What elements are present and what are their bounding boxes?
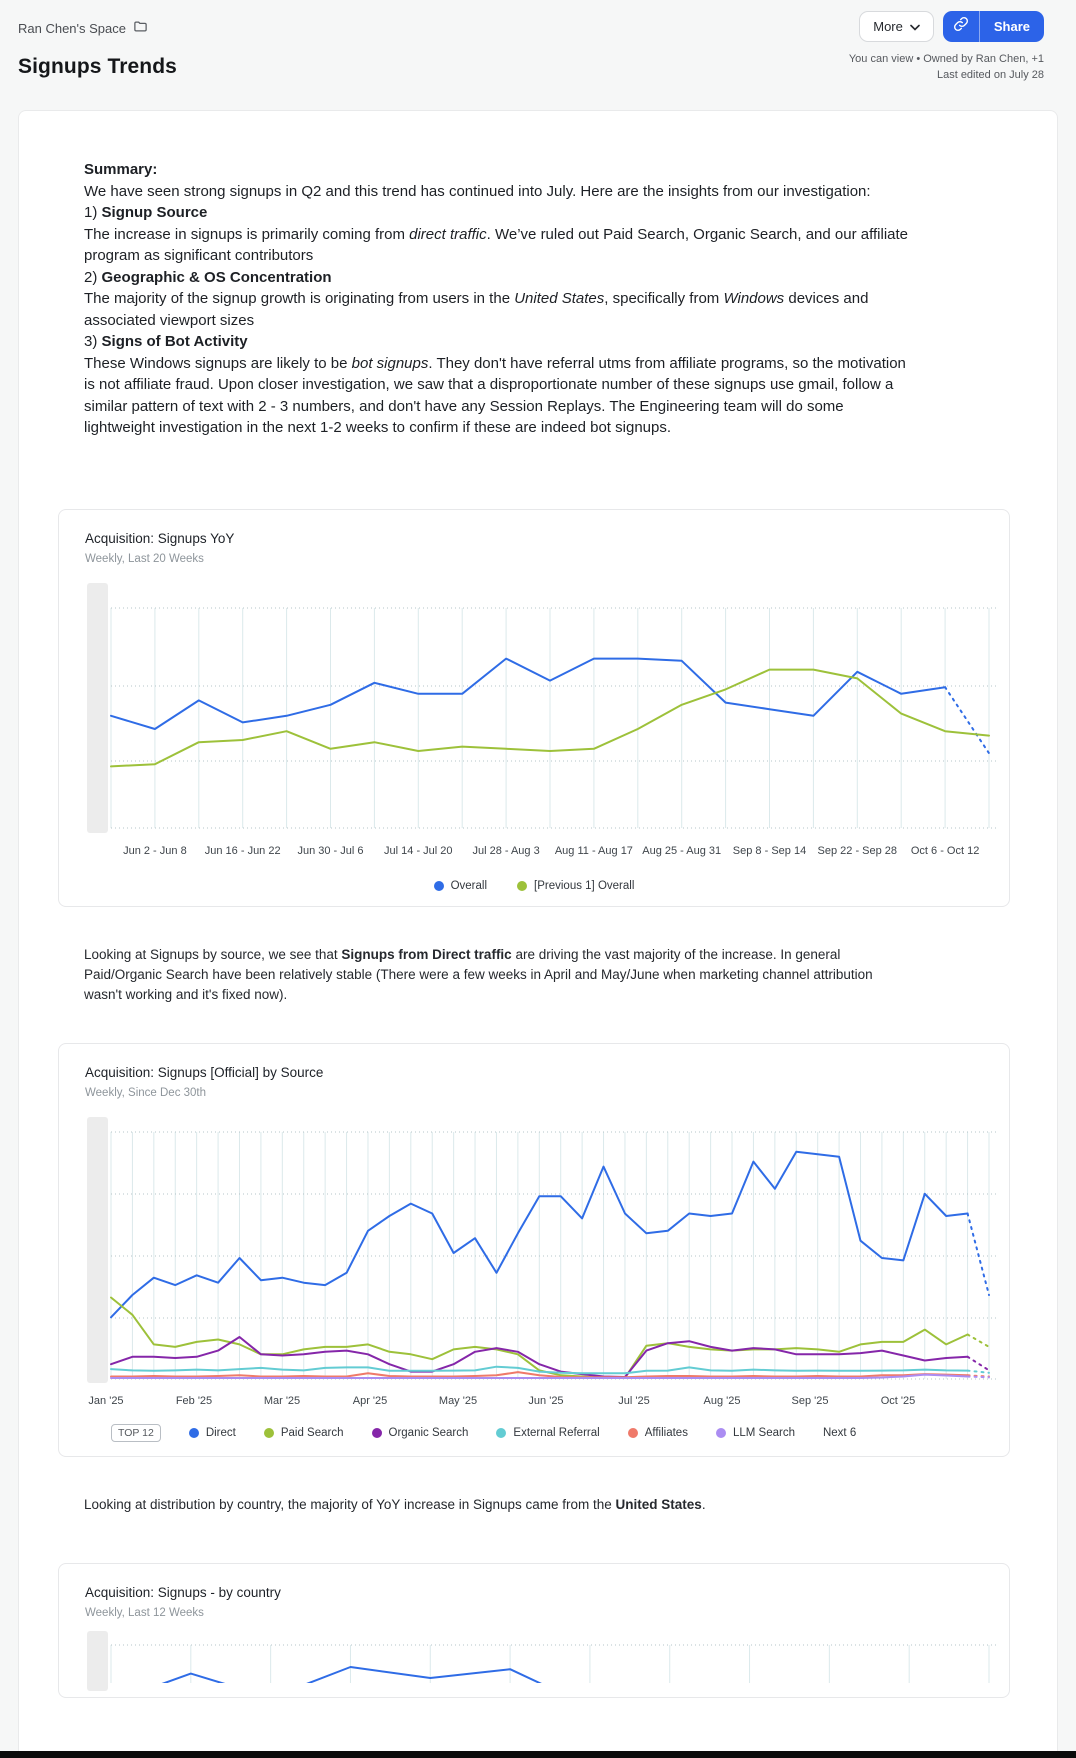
chart-title: Acquisition: Signups [Official] by Sourc… [85,1064,324,1080]
legend-dot-icon [715,1427,726,1438]
x-axis-label: Oct 6 - Oct 12 [910,844,980,857]
breadcrumb[interactable]: Ran Chen's Space [18,19,148,37]
button-divider [978,11,980,42]
x-axis-label: Aug '25 [703,1394,741,1407]
signups-by-country-plot[interactable] [59,1630,1009,1691]
x-axis-label: Mar '25 [263,1394,301,1407]
more-button[interactable]: More [859,11,934,42]
chart-subtitle: Weekly, Since Dec 30th [85,1086,207,1099]
legend-item[interactable]: Direct [188,1426,236,1439]
x-axis-labels: Jan '25 Feb '25 Mar '25 Apr '25 May '25 Jun '… [59,1394,999,1410]
legend-item[interactable]: LLM Search [715,1426,795,1439]
share-button-label: Share [993,19,1030,34]
x-axis-label: Jun '25 [528,1394,564,1407]
legend-dot-icon [188,1427,199,1438]
chart-title: Acquisition: Signups - by country [85,1584,281,1600]
summary-text: Summary: We have seen strong signups in Q… [84,159,914,439]
legend-item[interactable]: Organic Search [371,1426,469,1439]
x-axis-label: Oct '25 [880,1394,916,1407]
legend-label: Direct [205,1426,236,1439]
y-axis-skeleton [87,1630,108,1691]
legend-label: Organic Search [388,1426,469,1439]
x-axis-label: Aug 11 - Aug 17 [554,844,633,857]
folder-icon [133,19,148,37]
space-name[interactable]: Ran Chen's Space [18,20,126,36]
x-axis-label: Sep 8 - Sep 14 [732,844,807,857]
chart-card-signups-yoy: Acquisition: Signups YoY Weekly, Last 20… [58,508,1010,907]
link-icon [953,16,969,37]
x-axis-label: Aug 25 - Aug 31 [642,844,722,857]
screen-bottom-edge [0,1751,1076,1758]
legend-dot-icon [263,1427,274,1438]
signups-yoy-plot[interactable] [59,582,1009,835]
chart-subtitle: Weekly, Last 20 Weeks [85,552,204,565]
legend-item[interactable]: [Previous 1] Overall [517,880,634,892]
x-axis-label: Sep 22 - Sep 28 [817,844,898,857]
x-axis-labels: Jun 2 - Jun 8 Jun 16 - Jun 22 Jun 30 - Jul… [59,844,999,874]
signups-yoy-chart[interactable] [59,583,999,835]
x-axis-label: Jun 2 - Jun 8 [123,844,187,857]
legend-label: LLM Search [732,1426,795,1439]
x-axis-label: Feb '25 [175,1394,213,1407]
signups-by-source-chart[interactable] [59,1117,999,1385]
legend-dot-icon [627,1427,638,1438]
x-axis-label: Jul '25 [618,1394,650,1407]
chart-legend: TOP 12 Direct Paid Search Organic Search Ext… [111,1423,1009,1442]
permissions-text: You can view • Owned by Ran Chen, +1 [848,53,1044,65]
more-button-label: More [873,19,903,34]
top-12-badge: TOP 12 [111,1423,161,1442]
legend-label: Paid Search [280,1426,344,1439]
signups-by-country-chart[interactable] [59,1637,999,1683]
legend-label: External Referral [513,1426,600,1439]
legend-item[interactable]: External Referral [496,1426,600,1439]
summary-line: Summary: [84,161,158,178]
summary-line: 3) Signs of Bot Activity [84,333,248,350]
chart-subtitle: Weekly, Last 12 Weeks [85,1606,204,1619]
legend-item[interactable]: Affiliates [627,1426,688,1439]
signups-by-source-plot[interactable] [59,1116,1009,1385]
copy-link-button[interactable] [943,11,979,42]
summary-line: The increase in signups is primarily com… [84,225,909,265]
page-title: Signups Trends [18,55,177,78]
x-axis-label: Sep '25 [791,1394,829,1407]
summary-line: We have seen strong signups in Q2 and th… [84,182,871,200]
chart-card-signups-by-country: Acquisition: Signups - by country Weekly… [58,1562,1010,1698]
top-header: Ran Chen's Space More Share [0,0,1076,110]
document-card: Summary: We have seen strong signups in Q… [18,110,1058,1758]
x-axis-label: Jun 16 - Jun 22 [204,844,281,857]
note-country: Looking at distribution by country, the … [84,1496,706,1512]
summary-line: The majority of the signup growth is ori… [84,290,869,329]
chart-legend: Overall [Previous 1] Overall [59,880,1009,892]
chevron-down-icon [910,19,920,34]
chart-title: Acquisition: Signups YoY [85,530,235,546]
document-meta: You can view • Owned by Ran Chen, +1 Las… [849,51,1044,83]
legend-label: Overall [450,879,488,892]
legend-dot-icon [371,1427,382,1438]
legend-dot-icon [517,880,528,891]
x-axis-label: Jun 30 - Jul 6 [297,844,364,857]
legend-next-6[interactable]: Next 6 [822,1426,857,1439]
y-axis-skeleton [87,582,108,833]
summary-line: 2) Geographic & OS Concentration [84,268,332,286]
x-axis-label: Jan '25 [88,1394,124,1407]
share-button[interactable]: Share [942,11,1044,42]
legend-label: [Previous 1] Overall [534,879,635,892]
summary-line: 1) Signup Source [84,204,208,221]
legend-dot-icon [433,880,444,891]
x-axis-label: Apr '25 [352,1394,388,1407]
x-axis-label: May '25 [438,1394,478,1407]
summary-line: These Windows signups are likely to be b… [84,354,906,437]
last-edited-text: Last edited on July 28 [936,69,1044,81]
x-axis-label: Jul 28 - Aug 3 [472,844,540,857]
x-axis-label: Jul 14 - Jul 20 [384,844,453,857]
legend-label: Affiliates [644,1426,688,1439]
legend-dot-icon [496,1427,507,1438]
chart-card-signups-by-source: Acquisition: Signups [Official] by Sourc… [58,1042,1010,1457]
note-source: Looking at Signups by source, we see tha… [84,946,873,1002]
legend-item[interactable]: Paid Search [263,1426,344,1439]
legend-item[interactable]: Overall [433,879,488,892]
y-axis-skeleton [87,1116,108,1383]
